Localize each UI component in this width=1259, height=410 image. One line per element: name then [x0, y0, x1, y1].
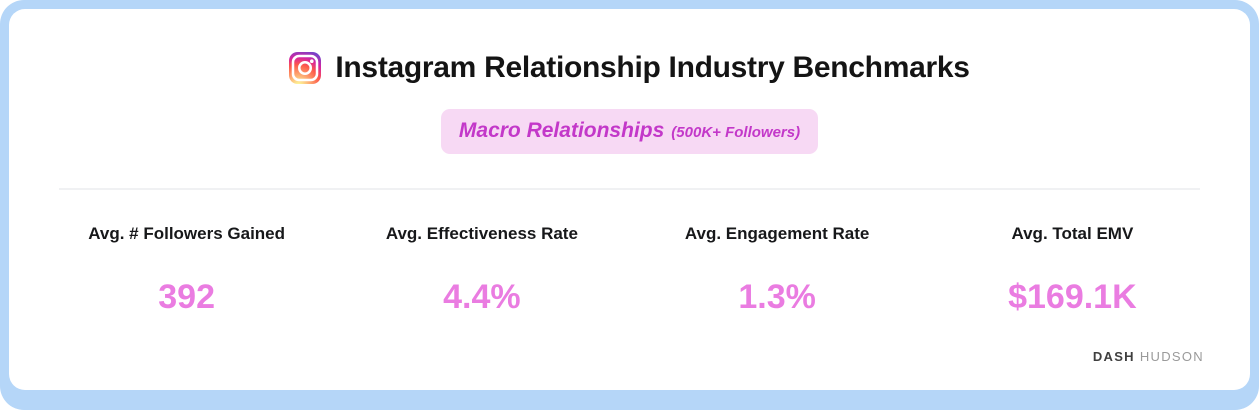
badge-row: Macro Relationships (500K+ Followers)	[9, 109, 1250, 154]
stat-label: Avg. Effectiveness Rate	[385, 224, 578, 243]
stat-total-emv: Avg. Total EMV $169.1K	[925, 224, 1220, 317]
stat-value: 4.4%	[443, 278, 521, 316]
stat-label: Avg. Engagement Rate	[684, 224, 870, 243]
stat-value: 392	[158, 278, 215, 316]
stat-engagement-rate: Avg. Engagement Rate 1.3%	[630, 224, 925, 317]
benchmark-card: Instagram Relationship Industry Benchmar…	[9, 9, 1250, 390]
stat-value: $169.1K	[1008, 278, 1137, 316]
header: Instagram Relationship Industry Benchmar…	[9, 51, 1250, 85]
segment-badge-sublabel: (500K+ Followers)	[671, 124, 801, 141]
divider	[59, 188, 1200, 190]
stat-value: 1.3%	[738, 278, 816, 316]
stat-effectiveness-rate: Avg. Effectiveness Rate 4.4%	[334, 224, 629, 317]
segment-badge: Macro Relationships (500K+ Followers)	[440, 109, 819, 154]
stats-row: Avg. # Followers Gained 392 Avg. Effecti…	[9, 224, 1250, 317]
dash-hudson-logo: DASH HUDSON	[1093, 349, 1204, 364]
stat-followers-gained: Avg. # Followers Gained 392	[39, 224, 334, 317]
brand-hudson-text: HUDSON	[1139, 349, 1204, 364]
stat-label: Avg. Total EMV	[1011, 224, 1134, 243]
instagram-icon	[289, 52, 322, 84]
brand-dash-text: DASH	[1092, 349, 1135, 364]
page-title: Instagram Relationship Industry Benchmar…	[335, 51, 970, 84]
stat-label: Avg. # Followers Gained	[88, 224, 286, 243]
segment-badge-label: Macro Relationships	[458, 119, 665, 142]
